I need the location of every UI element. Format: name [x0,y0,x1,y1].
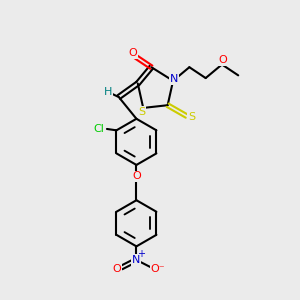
Text: O: O [128,48,137,58]
Text: O: O [112,264,121,274]
Text: N: N [132,255,141,265]
Text: O: O [218,55,227,65]
Text: +: + [137,249,145,259]
Text: N: N [170,74,178,84]
Text: H: H [104,87,113,97]
Text: S: S [188,112,195,122]
Text: O⁻: O⁻ [150,264,165,274]
Text: Cl: Cl [93,124,104,134]
Text: O: O [132,171,141,181]
Text: S: S [138,107,146,117]
